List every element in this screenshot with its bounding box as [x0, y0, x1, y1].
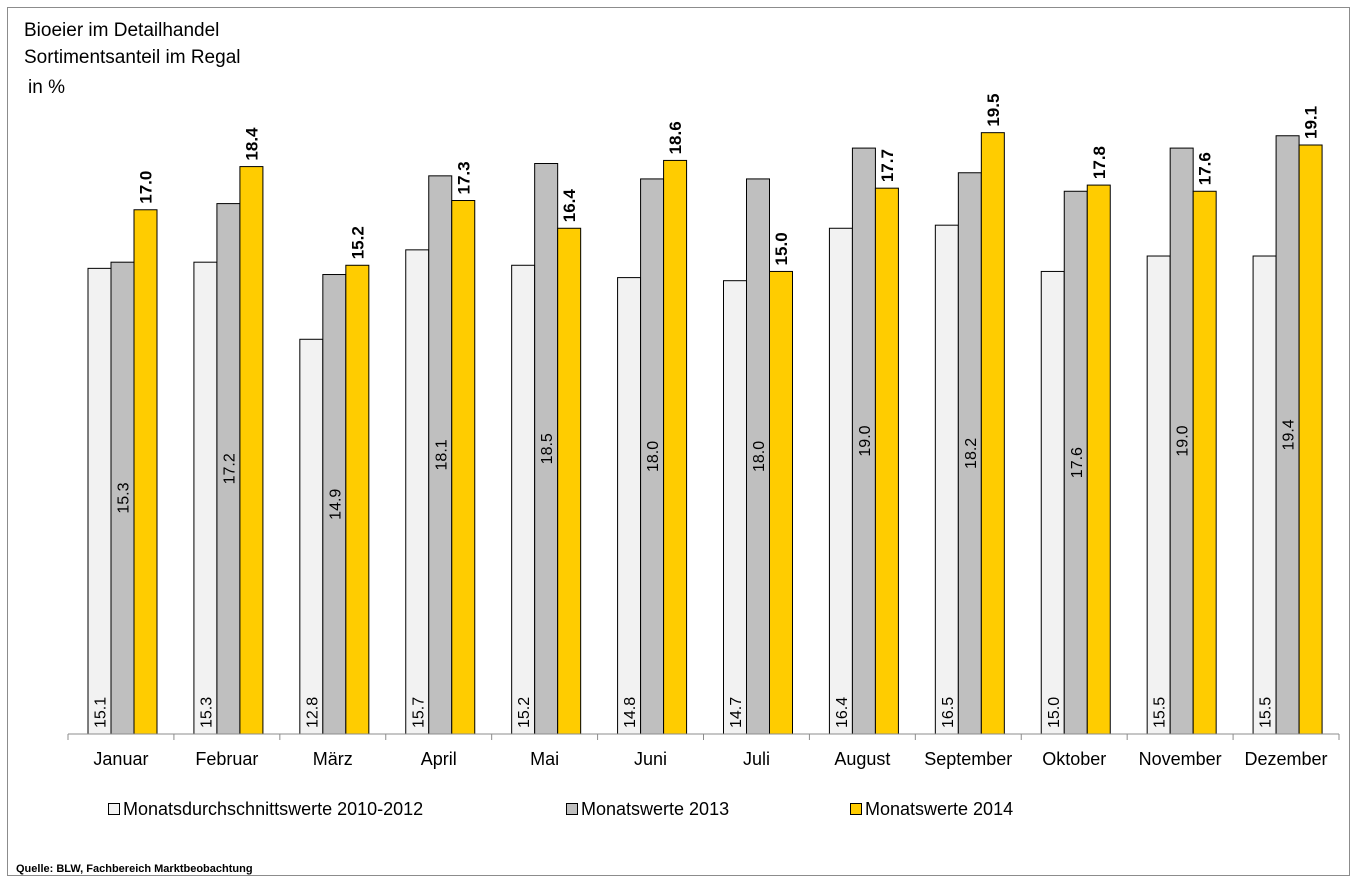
x-tick-label-april: April — [421, 749, 457, 769]
bar-2014-juni — [663, 159, 688, 735]
bar-2014-juli — [769, 270, 793, 735]
x-tick-label-september: September — [924, 749, 1012, 769]
data-label-avg-mai: 15.2 — [516, 697, 533, 728]
bar-avg-dezember — [1252, 255, 1277, 735]
legend-item-2013: Monatswerte 2013 — [566, 797, 729, 821]
data-label-2014-august: 17.7 — [878, 149, 897, 182]
x-tick-label-dezember: Dezember — [1245, 749, 1328, 769]
bar-avg-juni — [617, 277, 642, 735]
legend-item-avg: Monatsdurchschnittswerte 2010-2012 — [108, 797, 423, 821]
bar-avg-oktober — [1040, 270, 1065, 735]
data-label-2014-februar: 18.4 — [242, 127, 261, 161]
bar-2014-mai — [557, 227, 582, 735]
bar-2014-februar — [239, 166, 264, 735]
data-label-avg-september: 16.5 — [940, 697, 957, 728]
data-label-2014-juli: 15.0 — [772, 232, 791, 265]
y-unit-label: in % — [28, 77, 65, 98]
data-label-2014-november: 17.6 — [1196, 152, 1215, 185]
data-label-avg-april: 15.7 — [410, 697, 427, 728]
data-label-2014-mai: 16.4 — [560, 189, 579, 223]
data-label-2014-märz: 15.2 — [348, 226, 367, 259]
x-tick-label-juni: Juni — [634, 749, 667, 769]
x-tick-label-januar: Januar — [93, 749, 148, 769]
bar-2014-november — [1192, 190, 1217, 735]
bar-2014-märz — [345, 264, 370, 735]
bar-2014-september — [980, 132, 1005, 735]
data-label-2013-juni: 18.0 — [645, 441, 662, 472]
x-tick-label-mai: Mai — [530, 749, 559, 769]
source-note: Quelle: BLW, Fachbereich Marktbeobachtun… — [16, 863, 253, 875]
data-label-2013-august: 19.0 — [857, 425, 874, 456]
x-tick-label-oktober: Oktober — [1042, 749, 1106, 769]
chart-subtitle: Sortimentsanteil im Regal — [24, 47, 241, 68]
legend-item-2014: Monatswerte 2014 — [850, 797, 1013, 821]
data-label-2014-oktober: 17.8 — [1090, 146, 1109, 179]
bar-avg-august — [828, 227, 853, 735]
data-label-avg-juli: 14.7 — [728, 697, 745, 728]
data-label-2014-september: 19.5 — [984, 94, 1003, 127]
data-label-2013-januar: 15.3 — [116, 482, 133, 513]
chart-frame — [7, 7, 1350, 876]
bar-2014-dezember — [1298, 144, 1323, 735]
data-label-avg-februar: 15.3 — [198, 697, 215, 728]
data-label-2013-juli: 18.0 — [751, 441, 768, 472]
data-label-2013-oktober: 17.6 — [1069, 447, 1086, 478]
x-tick-label-märz: März — [313, 749, 353, 769]
bar-2014-april — [451, 200, 476, 735]
data-label-2014-april: 17.3 — [454, 161, 473, 194]
legend-label-avg: Monatsdurchschnittswerte 2010-2012 — [123, 798, 424, 819]
bar-avg-mai — [511, 264, 536, 735]
legend-swatch-2013 — [566, 803, 578, 815]
data-label-2014-juni: 18.6 — [666, 121, 685, 154]
bar-avg-juli — [723, 280, 747, 735]
data-label-2013-mai: 18.5 — [539, 433, 556, 464]
bar-2014-januar — [133, 209, 158, 735]
data-label-avg-november: 15.5 — [1152, 697, 1169, 728]
data-label-2013-dezember: 19.4 — [1281, 419, 1298, 450]
legend-label-2013: Monatswerte 2013 — [581, 798, 730, 819]
bar-avg-februar — [193, 261, 218, 735]
data-label-avg-märz: 12.8 — [304, 697, 321, 728]
data-label-2013-februar: 17.2 — [221, 453, 238, 484]
x-tick-label-august: August — [834, 749, 890, 769]
data-label-avg-oktober: 15.0 — [1046, 697, 1063, 728]
data-label-2013-märz: 14.9 — [327, 489, 344, 520]
x-tick-label-februar: Februar — [195, 749, 258, 769]
data-label-avg-juni: 14.8 — [622, 697, 639, 728]
bar-avg-april — [405, 249, 430, 735]
data-label-2013-september: 18.2 — [963, 438, 980, 469]
x-tick-label-juli: Juli — [743, 749, 770, 769]
bar-avg-november — [1146, 255, 1171, 735]
data-label-avg-august: 16.4 — [834, 697, 851, 728]
chart-title: Bioeier im Detailhandel — [24, 20, 220, 41]
data-label-avg-dezember: 15.5 — [1258, 697, 1275, 728]
bar-2014-august — [874, 187, 899, 735]
legend-swatch-2014 — [850, 803, 862, 815]
data-label-2014-dezember: 19.1 — [1302, 106, 1321, 139]
x-tick-label-november: November — [1139, 749, 1222, 769]
bar-avg-märz — [299, 338, 324, 735]
legend-label-2014: Monatswerte 2014 — [865, 798, 1014, 819]
bar-avg-september — [934, 224, 959, 735]
data-label-avg-januar: 15.1 — [93, 697, 110, 728]
bar-avg-januar — [87, 267, 112, 735]
data-label-2013-april: 18.1 — [433, 439, 450, 470]
legend-swatch-avg — [108, 803, 120, 815]
data-label-2013-november: 19.0 — [1175, 425, 1192, 456]
data-label-2014-januar: 17.0 — [137, 171, 156, 204]
bar-2014-oktober — [1086, 184, 1111, 735]
